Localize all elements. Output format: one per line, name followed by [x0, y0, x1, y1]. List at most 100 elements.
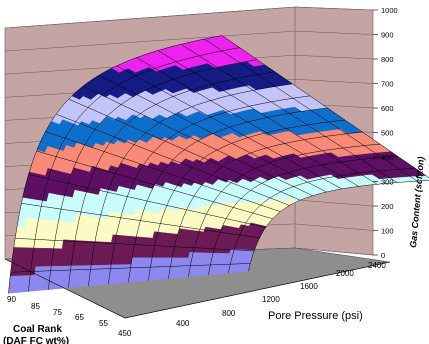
surface-patch [162, 257, 173, 264]
surface-meshline [208, 155, 398, 276]
z-tick-label: 1000 [381, 6, 398, 15]
surface-meshline [88, 83, 293, 287]
surface-patch [8, 289, 17, 294]
surface-patch [33, 274, 43, 283]
surface-patch [32, 281, 42, 289]
surface-meshline [248, 180, 429, 272]
surface-patch [113, 270, 123, 278]
wall-gridline [4, 6, 374, 29]
surface-patch [130, 257, 141, 265]
surface-meshline [188, 143, 381, 277]
x-tick-label: 1200 [262, 295, 280, 304]
y-tick-label: 450 [118, 329, 132, 338]
surface-patch [123, 250, 134, 259]
surface-patch [40, 286, 49, 291]
x-axis: 400 800 1200 1600 2000 2400 [124, 261, 391, 328]
surface-patch [48, 285, 57, 290]
surface-patch [137, 269, 147, 276]
surface-patch [80, 283, 89, 287]
surface-patch [76, 248, 86, 258]
surface-patch [20, 247, 31, 258]
surface-patch [99, 249, 110, 258]
surface-meshline [148, 119, 345, 281]
surface-patch [90, 257, 101, 266]
y-axis-line [4, 258, 126, 319]
surface-meshline [168, 131, 363, 279]
y-axis-label-line2: (DAF FC wt%) [3, 336, 69, 344]
surface-patch [34, 257, 45, 267]
surface-patch [16, 288, 25, 293]
surface-patch [42, 257, 53, 267]
z-tick-label: 600 [381, 104, 394, 113]
surface-patch [88, 282, 97, 287]
z-tick-label: 500 [381, 129, 394, 138]
surface-patch [139, 250, 150, 258]
surface-patch [128, 279, 137, 283]
z-tick-label: 400 [381, 153, 394, 162]
x-tick-label: 2000 [336, 269, 354, 278]
surface-patch [36, 247, 46, 258]
y-tick-label: 90 [7, 295, 16, 304]
y-tick-label: 55 [99, 319, 108, 328]
surface-meshline [108, 95, 310, 285]
surface-patch [49, 273, 59, 282]
surface-patch [89, 271, 99, 279]
surface-meshline [228, 167, 416, 274]
x-tick-label: 800 [222, 309, 236, 318]
z-tick-label: 900 [381, 31, 394, 40]
surface-patch [178, 257, 189, 264]
surface-patch [18, 257, 29, 268]
x-axis-label: Pore Pressure (psi) [268, 310, 363, 322]
y-tick-label: 65 [75, 313, 84, 322]
surface-patch [153, 268, 163, 275]
surface-patch [131, 250, 142, 258]
surface-patch [138, 257, 149, 265]
surface-patch [32, 287, 41, 292]
z-tick-label: 300 [381, 178, 394, 187]
surface-patch [8, 283, 18, 291]
surface-patch [163, 251, 174, 258]
surface-patch [179, 251, 190, 259]
surface-patch [92, 249, 102, 258]
z-axis: 0 100 200 300 400 500 600 700 800 900 1000 [373, 6, 398, 260]
surface-patch [82, 257, 93, 266]
x-tick-label: 2400 [368, 261, 386, 270]
surface-meshline [8, 35, 223, 294]
surface-patch [84, 249, 94, 258]
surface-patch [60, 248, 70, 258]
y-tick-label: 85 [31, 302, 40, 311]
surface-patch [210, 257, 221, 263]
surface-patch [112, 280, 121, 285]
z-tick-label: 700 [381, 80, 394, 89]
surface-patch [9, 266, 20, 277]
surface-patch [218, 257, 229, 263]
surface-patch [50, 257, 61, 267]
x-axis-line [124, 261, 391, 319]
surface-patch [114, 257, 125, 266]
surface-patch [211, 252, 222, 259]
surface-patch [155, 251, 166, 258]
surface-patch [16, 282, 26, 290]
z-tick-label: 0 [381, 251, 385, 260]
surface-meshline [28, 47, 240, 292]
surface-patch [73, 272, 83, 281]
surface-patch [154, 257, 165, 265]
surface-patch [168, 268, 179, 274]
surface-patch [235, 253, 246, 259]
surface-patch [58, 257, 69, 267]
x-tick-label: 400 [176, 319, 190, 328]
surface-patch [129, 270, 139, 277]
surface-meshline [128, 107, 328, 283]
surface-patch [234, 257, 245, 263]
gas-content-surface [8, 35, 429, 294]
surface-patch [171, 251, 182, 259]
surface-meshline [68, 71, 275, 288]
y-axis-label-line1: Coal Rank [13, 324, 62, 335]
z-tick-label: 100 [381, 227, 394, 236]
surface-patch [17, 266, 28, 277]
y-tick-label: 75 [53, 308, 62, 317]
surface-patch [115, 250, 126, 258]
surface-patch [238, 245, 249, 251]
x-tick-label: 1600 [300, 282, 318, 291]
